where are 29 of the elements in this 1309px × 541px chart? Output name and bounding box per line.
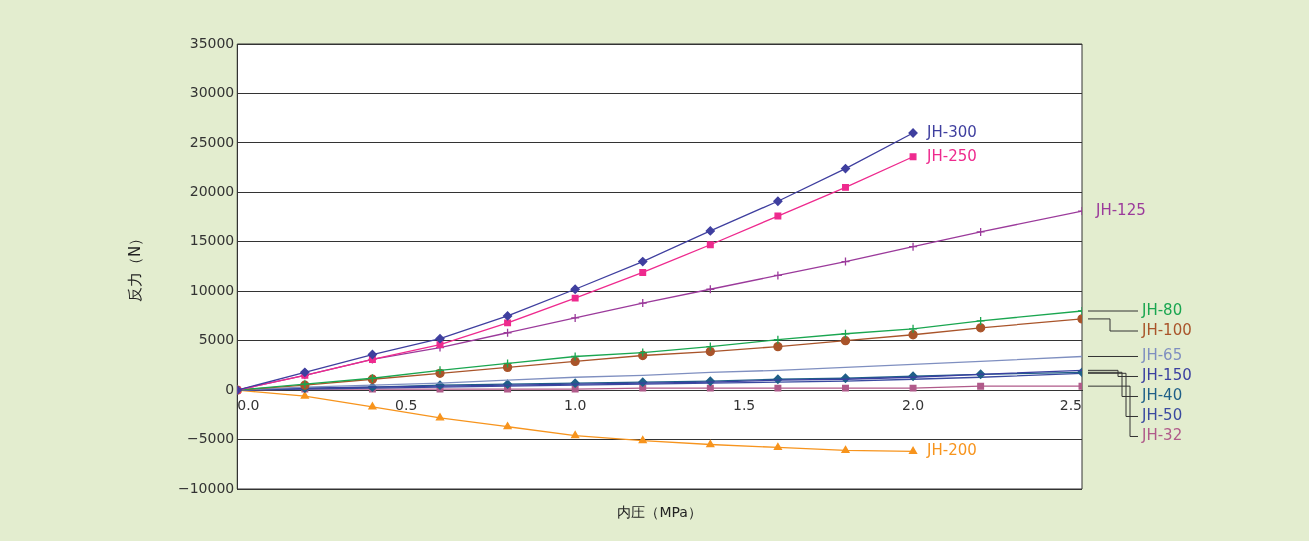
- series-label: JH-300: [926, 122, 977, 141]
- text: JH-100: [1141, 320, 1192, 339]
- y-tick-label: 15000: [189, 232, 235, 249]
- y-tick-label: −5000: [186, 430, 235, 447]
- text: JH-65: [1141, 346, 1183, 365]
- series-label: JH-200: [926, 441, 977, 460]
- y-tick-label: 30000: [189, 84, 235, 101]
- text: JH-80: [1141, 300, 1183, 319]
- y-tick-label: 10000: [189, 281, 235, 298]
- y-tick-label: 35000: [189, 34, 235, 51]
- text: JH-50: [1141, 406, 1183, 425]
- y-tick-label: 0: [225, 380, 235, 397]
- series-label: JH-250: [926, 146, 977, 165]
- x-tick-label: 1.0: [564, 397, 587, 414]
- x-tick-label: 2.0: [901, 397, 925, 414]
- x-tick-label: 0.5: [395, 397, 418, 414]
- x-tick-label: 1.5: [732, 397, 756, 414]
- text: JH-32: [1141, 426, 1183, 445]
- y-tick-label: 5000: [198, 331, 235, 348]
- y-tick-label: −10000: [177, 479, 235, 496]
- y-tick-label: 25000: [189, 133, 235, 150]
- y-tick-label: 20000: [189, 182, 235, 199]
- x-tick-label: 0.0: [237, 397, 260, 414]
- x-axis-title: 内圧（MPa）: [617, 503, 702, 520]
- text: JH-40: [1141, 386, 1183, 405]
- text: JH-150: [1141, 366, 1192, 385]
- y-axis-title: 反力（N）: [125, 230, 144, 303]
- series-label: JH-125: [1095, 201, 1146, 220]
- x-tick-label: 2.5: [1059, 397, 1082, 414]
